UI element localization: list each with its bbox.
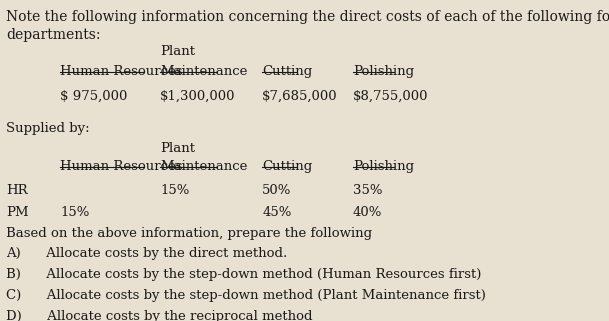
Text: $ 975,000: $ 975,000	[60, 90, 128, 103]
Text: $8,755,000: $8,755,000	[353, 90, 428, 103]
Text: A)      Allocate costs by the direct method.: A) Allocate costs by the direct method.	[6, 247, 287, 260]
Text: Plant: Plant	[160, 45, 195, 58]
Text: Supplied by:: Supplied by:	[6, 122, 90, 135]
Text: Human Resources: Human Resources	[60, 65, 183, 77]
Text: 40%: 40%	[353, 206, 382, 219]
Text: Maintenance: Maintenance	[160, 160, 247, 173]
Text: D)      Allocate costs by the reciprocal method: D) Allocate costs by the reciprocal meth…	[6, 310, 312, 321]
Text: 15%: 15%	[160, 184, 189, 197]
Text: Cutting: Cutting	[262, 160, 312, 173]
Text: $1,300,000: $1,300,000	[160, 90, 236, 103]
Text: Polishing: Polishing	[353, 160, 414, 173]
Text: Human Resources: Human Resources	[60, 160, 183, 173]
Text: Maintenance: Maintenance	[160, 65, 247, 77]
Text: departments:: departments:	[6, 28, 100, 42]
Text: PM: PM	[6, 206, 29, 219]
Text: C)      Allocate costs by the step-down method (Plant Maintenance first): C) Allocate costs by the step-down metho…	[6, 289, 486, 302]
Text: 15%: 15%	[60, 206, 90, 219]
Text: Note the following information concerning the direct costs of each of the follow: Note the following information concernin…	[6, 10, 609, 24]
Text: Cutting: Cutting	[262, 65, 312, 77]
Text: HR: HR	[6, 184, 27, 197]
Text: Plant: Plant	[160, 142, 195, 155]
Text: Based on the above information, prepare the following: Based on the above information, prepare …	[6, 227, 372, 240]
Text: B)      Allocate costs by the step-down method (Human Resources first): B) Allocate costs by the step-down metho…	[6, 268, 481, 281]
Text: 45%: 45%	[262, 206, 292, 219]
Text: Polishing: Polishing	[353, 65, 414, 77]
Text: 35%: 35%	[353, 184, 382, 197]
Text: 50%: 50%	[262, 184, 292, 197]
Text: $7,685,000: $7,685,000	[262, 90, 338, 103]
